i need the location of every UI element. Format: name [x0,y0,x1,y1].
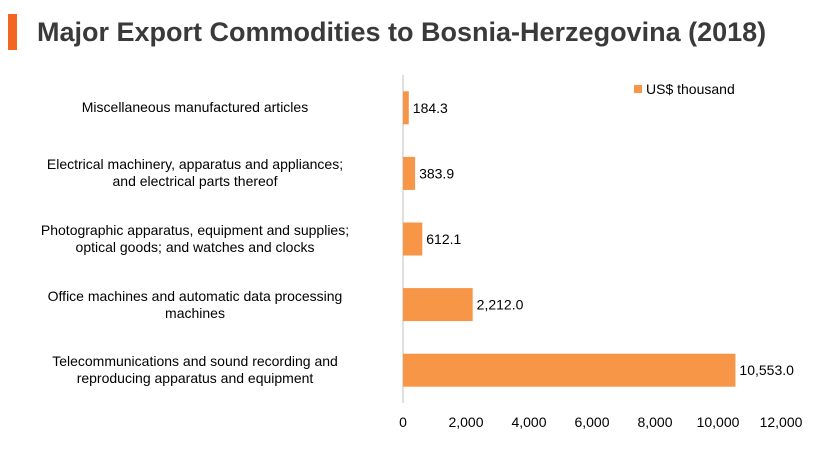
data-label: 383.9 [419,165,454,181]
x-tick-label: 10,000 [697,414,740,430]
category-label-line: Photographic apparatus, equipment and su… [40,222,350,238]
category-label-line: Telecommunications and sound recording a… [52,353,338,370]
x-tick-label: 4,000 [511,414,546,430]
category-label-line: machines [165,304,225,321]
legend-swatch [634,85,642,93]
category-label: Telecommunications and sound recording a… [0,353,390,387]
category-label-line: optical goods; and watches and clocks [75,239,315,255]
category-label-line: Electrical machinery, apparatus and appl… [46,156,344,173]
bar [403,222,423,256]
x-tick-label: 2,000 [448,414,483,430]
category-label: Office machines and automatic data proce… [0,288,390,322]
data-label: 612.1 [426,231,461,247]
category-label: Miscellaneous manufactured articles [0,99,390,116]
title-accent-bar [8,14,17,50]
legend-label: US$ thousand [646,81,735,97]
bar [403,156,416,190]
title-block: Major Export Commodities to Bosnia-Herze… [8,12,766,52]
x-tick-label: 12,000 [760,414,803,430]
chart-title: Major Export Commodities to Bosnia-Herze… [37,16,767,47]
category-label: Photographic apparatus, equipment and su… [0,222,390,256]
bar [403,353,736,387]
data-label: 184.3 [413,100,448,116]
category-label-line: reproducing apparatus and equipment [76,370,314,387]
category-label-line: Miscellaneous manufactured articles [81,99,309,116]
bar [403,91,409,125]
x-tick-label: 0 [399,414,407,430]
x-tick-label: 8,000 [637,414,672,430]
category-label: Electrical machinery, apparatus and appl… [0,156,390,190]
category-label-line: and electrical parts thereof [112,173,278,190]
data-label: 2,212.0 [477,297,524,313]
x-tick-label: 6,000 [574,414,609,430]
category-label-line: Office machines and automatic data proce… [47,287,343,304]
bar [403,288,473,322]
data-label: 10,553.0 [739,362,794,378]
